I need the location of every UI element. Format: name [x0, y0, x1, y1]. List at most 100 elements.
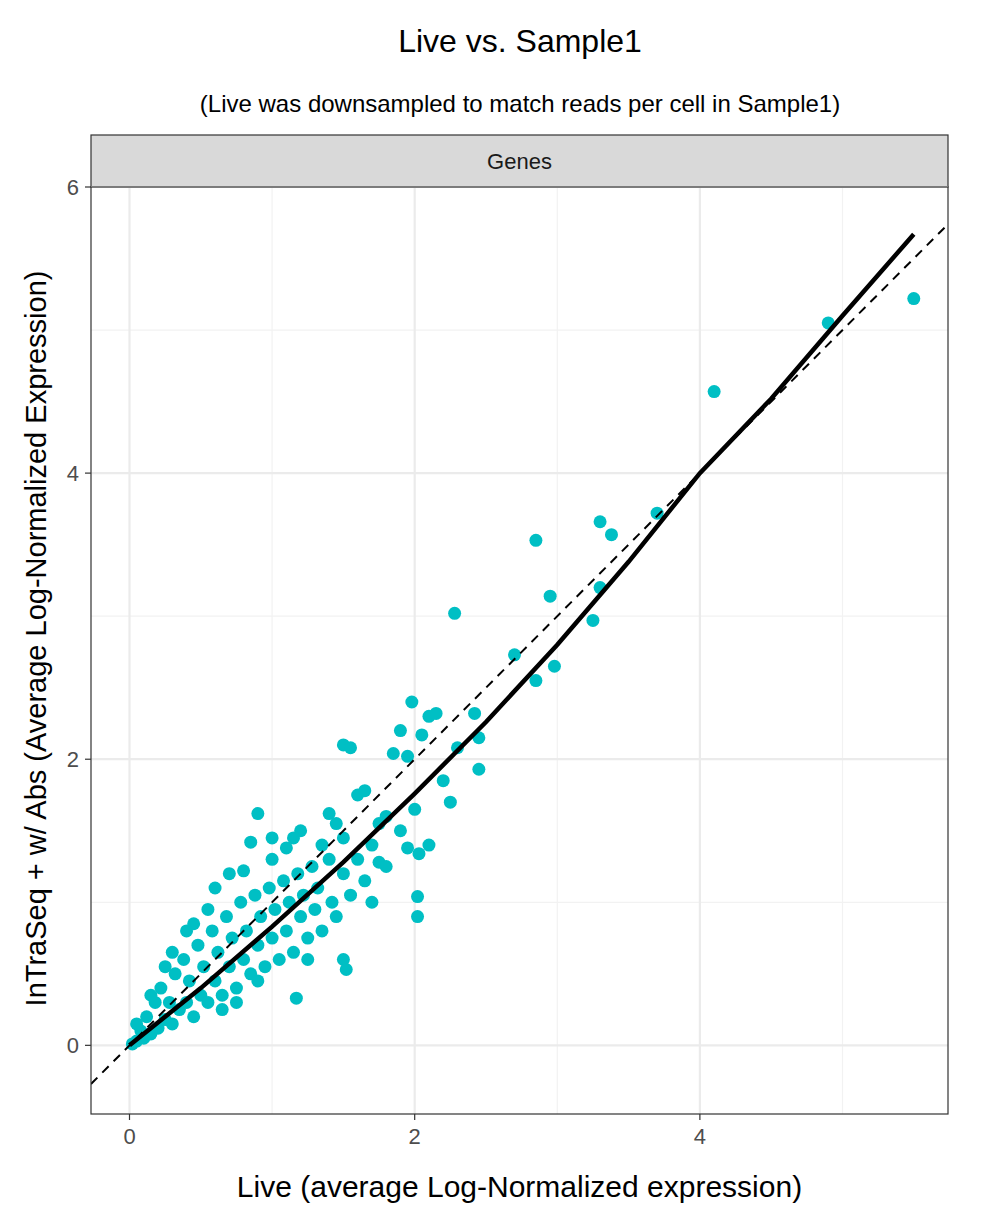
subtitle: (Live was downsampled to match reads per… [200, 90, 840, 117]
point [263, 881, 276, 894]
point [586, 614, 599, 627]
point [907, 292, 920, 305]
point [330, 910, 343, 923]
point [287, 831, 300, 844]
point [316, 839, 329, 852]
point [159, 960, 172, 973]
point [405, 696, 418, 709]
point [411, 890, 424, 903]
background [0, 0, 985, 1212]
tick-label: 0 [123, 1124, 135, 1149]
point [230, 982, 243, 995]
grid-line [91, 472, 948, 474]
point [187, 1010, 200, 1023]
point [340, 963, 353, 976]
point [344, 889, 357, 902]
point [266, 853, 279, 866]
point [258, 960, 271, 973]
point [166, 1017, 179, 1030]
point [248, 889, 261, 902]
point [234, 896, 247, 909]
point [244, 836, 257, 849]
point [144, 989, 157, 1002]
tick-label: 0 [67, 1033, 79, 1058]
point [448, 607, 461, 620]
point [220, 910, 233, 923]
title: Live vs. Sample1 [398, 23, 642, 59]
tick-label: 6 [67, 175, 79, 200]
chart: Live vs. Sample1 (Live was downsampled to… [0, 0, 985, 1212]
point [330, 817, 343, 830]
point [408, 803, 421, 816]
point [594, 515, 607, 528]
point [130, 1017, 143, 1030]
point [325, 896, 338, 909]
point [415, 728, 428, 741]
point [387, 747, 400, 760]
facet-strip [91, 135, 948, 187]
tick [85, 186, 91, 187]
point [437, 774, 450, 787]
point [708, 385, 721, 398]
tick [699, 1114, 700, 1120]
point [223, 867, 236, 880]
point [216, 989, 229, 1002]
minor-grid [91, 616, 948, 617]
point [268, 903, 281, 916]
point [394, 724, 407, 737]
point [365, 896, 378, 909]
minor-grid [91, 902, 948, 903]
point [166, 946, 179, 959]
point [358, 874, 371, 887]
point [180, 924, 193, 937]
y-axis-label: InTraSeq + w/ Abs (Average Log-Normalize… [20, 271, 52, 1007]
point [605, 528, 618, 541]
point [206, 924, 219, 937]
point [280, 924, 293, 937]
point [216, 1003, 229, 1016]
grid-line [91, 1044, 948, 1046]
plot-group [91, 224, 948, 1084]
tick [85, 473, 91, 474]
point [301, 953, 314, 966]
point [411, 910, 424, 923]
point [273, 953, 286, 966]
tick [85, 1045, 91, 1046]
point [323, 853, 336, 866]
minor-grid [842, 187, 843, 1114]
point [358, 784, 371, 797]
point [240, 924, 253, 937]
point [251, 974, 264, 987]
point [472, 763, 485, 776]
point [266, 831, 279, 844]
minor-grid [557, 187, 558, 1114]
point [444, 796, 457, 809]
minor-grid [91, 329, 948, 330]
point [291, 867, 304, 880]
grid-line [699, 187, 701, 1114]
grid-line [414, 187, 416, 1114]
x-axis-label: Live (average Log-Normalized expression) [237, 1170, 802, 1203]
point [237, 864, 250, 877]
point [301, 932, 314, 945]
tick-label: 2 [67, 747, 79, 772]
point [290, 992, 303, 1005]
point [394, 824, 407, 837]
tick-label: 2 [409, 1124, 421, 1149]
point [380, 860, 393, 873]
point [468, 707, 481, 720]
grid-line [128, 187, 130, 1114]
point [201, 996, 214, 1009]
point [422, 839, 435, 852]
point [401, 841, 414, 854]
tick [129, 1114, 130, 1120]
minor-grid [271, 187, 272, 1114]
point [430, 707, 443, 720]
point [177, 953, 190, 966]
point [287, 946, 300, 959]
reference-line [91, 224, 948, 1084]
tick [414, 1114, 415, 1120]
point [308, 903, 321, 916]
tick-label: 4 [694, 1124, 706, 1149]
point [230, 996, 243, 1009]
